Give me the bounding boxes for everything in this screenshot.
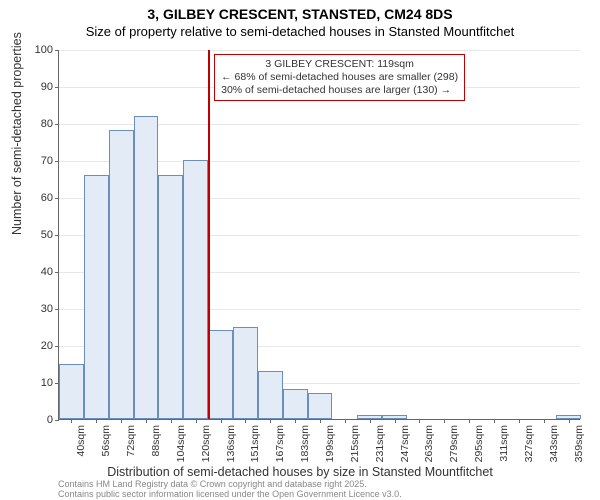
x-tick-label: 311sqm xyxy=(498,425,510,462)
x-tick xyxy=(519,419,520,423)
y-tick xyxy=(55,124,59,125)
x-tick xyxy=(221,419,222,423)
x-tick-label: 104sqm xyxy=(175,425,187,462)
x-tick xyxy=(469,419,470,423)
x-tick xyxy=(345,419,346,423)
y-tick xyxy=(55,346,59,347)
histogram-bar xyxy=(109,130,134,419)
y-axis-label: Number of semi-detached properties xyxy=(10,32,24,235)
histogram-bar xyxy=(59,364,84,420)
x-tick-label: 215sqm xyxy=(349,425,361,462)
y-tick-label: 80 xyxy=(41,118,53,130)
y-tick-label: 10 xyxy=(41,377,53,389)
y-tick-label: 30 xyxy=(41,303,53,315)
y-tick-label: 40 xyxy=(41,266,53,278)
y-tick xyxy=(55,87,59,88)
y-tick xyxy=(55,50,59,51)
y-tick xyxy=(55,235,59,236)
x-tick-label: 120sqm xyxy=(200,425,212,462)
x-tick xyxy=(171,419,172,423)
y-tick xyxy=(55,161,59,162)
x-tick-label: 263sqm xyxy=(423,425,435,462)
x-tick xyxy=(494,419,495,423)
x-tick xyxy=(370,419,371,423)
x-axis-label: Distribution of semi-detached houses by … xyxy=(0,465,600,479)
x-tick xyxy=(444,419,445,423)
y-tick-label: 50 xyxy=(41,229,53,241)
x-tick-label: 359sqm xyxy=(573,425,585,462)
x-tick-label: 40sqm xyxy=(75,425,87,457)
x-tick xyxy=(270,419,271,423)
x-tick xyxy=(544,419,545,423)
x-tick xyxy=(320,419,321,423)
histogram-bar xyxy=(158,175,183,419)
x-tick-label: 72sqm xyxy=(125,425,137,457)
y-tick xyxy=(55,272,59,273)
y-tick-label: 0 xyxy=(47,414,53,426)
y-tick-label: 60 xyxy=(41,192,53,204)
x-tick-label: 183sqm xyxy=(299,425,311,462)
y-tick xyxy=(55,198,59,199)
x-tick xyxy=(295,419,296,423)
y-tick-label: 100 xyxy=(35,44,53,56)
annotation-line: 3 GILBEY CRESCENT: 119sqm xyxy=(221,58,458,71)
x-tick-label: 279sqm xyxy=(448,425,460,462)
x-tick xyxy=(196,419,197,423)
x-tick-label: 199sqm xyxy=(324,425,336,462)
annotation-box: 3 GILBEY CRESCENT: 119sqm← 68% of semi-d… xyxy=(214,54,465,101)
x-tick-label: 56sqm xyxy=(100,425,112,457)
chart-title: 3, GILBEY CRESCENT, STANSTED, CM24 8DS xyxy=(0,0,600,22)
chart-subtitle: Size of property relative to semi-detach… xyxy=(0,22,600,39)
annotation-line: ← 68% of semi-detached houses are smalle… xyxy=(221,71,458,84)
x-tick-label: 247sqm xyxy=(399,425,411,462)
x-tick-label: 151sqm xyxy=(249,425,261,462)
x-tick-label: 295sqm xyxy=(473,425,485,462)
x-tick-label: 343sqm xyxy=(548,425,560,462)
reference-line xyxy=(208,50,210,419)
footer-attribution: Contains HM Land Registry data © Crown c… xyxy=(58,480,402,500)
x-tick-label: 167sqm xyxy=(274,425,286,462)
x-tick xyxy=(121,419,122,423)
x-tick xyxy=(569,419,570,423)
plot-region: 010203040506070809010040sqm56sqm72sqm88s… xyxy=(58,50,580,420)
x-tick xyxy=(71,419,72,423)
histogram-bar xyxy=(308,393,333,419)
y-tick-label: 70 xyxy=(41,155,53,167)
histogram-bar xyxy=(183,160,208,419)
x-tick xyxy=(245,419,246,423)
histogram-bar xyxy=(233,327,258,420)
x-tick xyxy=(395,419,396,423)
x-tick-label: 88sqm xyxy=(150,425,162,457)
y-tick-label: 20 xyxy=(41,340,53,352)
annotation-line: 30% of semi-detached houses are larger (… xyxy=(221,84,458,97)
chart-area: 010203040506070809010040sqm56sqm72sqm88s… xyxy=(58,50,580,420)
x-tick xyxy=(146,419,147,423)
histogram-bar xyxy=(283,389,308,419)
x-tick-label: 136sqm xyxy=(225,425,237,462)
x-tick xyxy=(96,419,97,423)
histogram-bar xyxy=(84,175,109,419)
x-tick-label: 327sqm xyxy=(523,425,535,462)
histogram-bar xyxy=(208,330,233,419)
footer-line-2: Contains public sector information licen… xyxy=(58,490,402,500)
histogram-bar xyxy=(258,371,283,419)
x-tick xyxy=(419,419,420,423)
y-tick xyxy=(55,420,59,421)
x-tick-label: 231sqm xyxy=(374,425,386,462)
y-tick xyxy=(55,309,59,310)
grid-line xyxy=(59,50,580,51)
histogram-bar xyxy=(134,116,159,419)
y-tick-label: 90 xyxy=(41,81,53,93)
